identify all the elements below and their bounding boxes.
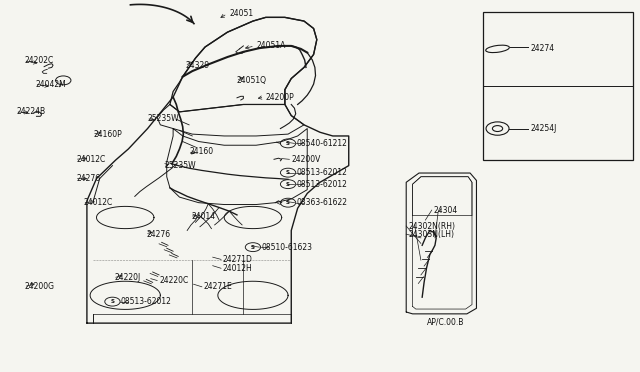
Text: 25235W: 25235W — [148, 114, 179, 123]
Text: 24160: 24160 — [189, 147, 213, 156]
Text: 24271D: 24271D — [223, 255, 253, 264]
Text: S: S — [286, 170, 290, 175]
Text: 24051A: 24051A — [256, 41, 285, 51]
Text: 24302N(RH): 24302N(RH) — [408, 221, 455, 231]
Text: 24012C: 24012C — [76, 155, 106, 164]
Text: 08513-62012: 08513-62012 — [121, 297, 172, 306]
Text: S: S — [251, 245, 255, 250]
Text: S: S — [286, 141, 290, 146]
Text: 24304: 24304 — [434, 206, 458, 215]
Text: S: S — [111, 299, 115, 304]
Text: AP/C.00.B: AP/C.00.B — [428, 318, 465, 327]
Text: 24254J: 24254J — [531, 124, 557, 133]
Text: 24012H: 24012H — [223, 264, 253, 273]
Text: 24051: 24051 — [229, 9, 253, 18]
Text: 24200V: 24200V — [291, 155, 321, 164]
Text: S: S — [286, 182, 290, 187]
Text: S: S — [286, 200, 290, 205]
Text: 24303N(LH): 24303N(LH) — [408, 230, 454, 239]
Text: 24276: 24276 — [147, 230, 170, 239]
Text: 24051Q: 24051Q — [237, 76, 267, 85]
Text: 08540-61212: 08540-61212 — [296, 139, 348, 148]
Text: 24200G: 24200G — [25, 282, 55, 291]
Text: 24329: 24329 — [186, 61, 210, 70]
Text: 24160P: 24160P — [93, 129, 122, 139]
Text: 08513-62012: 08513-62012 — [296, 168, 348, 177]
Text: 24014: 24014 — [191, 212, 215, 221]
Text: 24220C: 24220C — [159, 276, 188, 285]
Text: 24276: 24276 — [76, 174, 100, 183]
Text: 24224B: 24224B — [17, 108, 46, 116]
Text: 24271E: 24271E — [204, 282, 232, 291]
Text: 24200P: 24200P — [266, 93, 294, 102]
Bar — [483, 12, 633, 160]
Text: 08510-61623: 08510-61623 — [261, 243, 312, 251]
Text: 24202C: 24202C — [25, 56, 54, 65]
Text: 24274: 24274 — [531, 44, 555, 53]
Text: 08363-61622: 08363-61622 — [296, 198, 348, 207]
Text: 24042M: 24042M — [36, 80, 67, 89]
Text: 08513-62012: 08513-62012 — [296, 180, 348, 189]
Text: 24012C: 24012C — [84, 198, 113, 207]
Text: 24220J: 24220J — [115, 273, 141, 282]
Text: 25235W: 25235W — [164, 161, 196, 170]
